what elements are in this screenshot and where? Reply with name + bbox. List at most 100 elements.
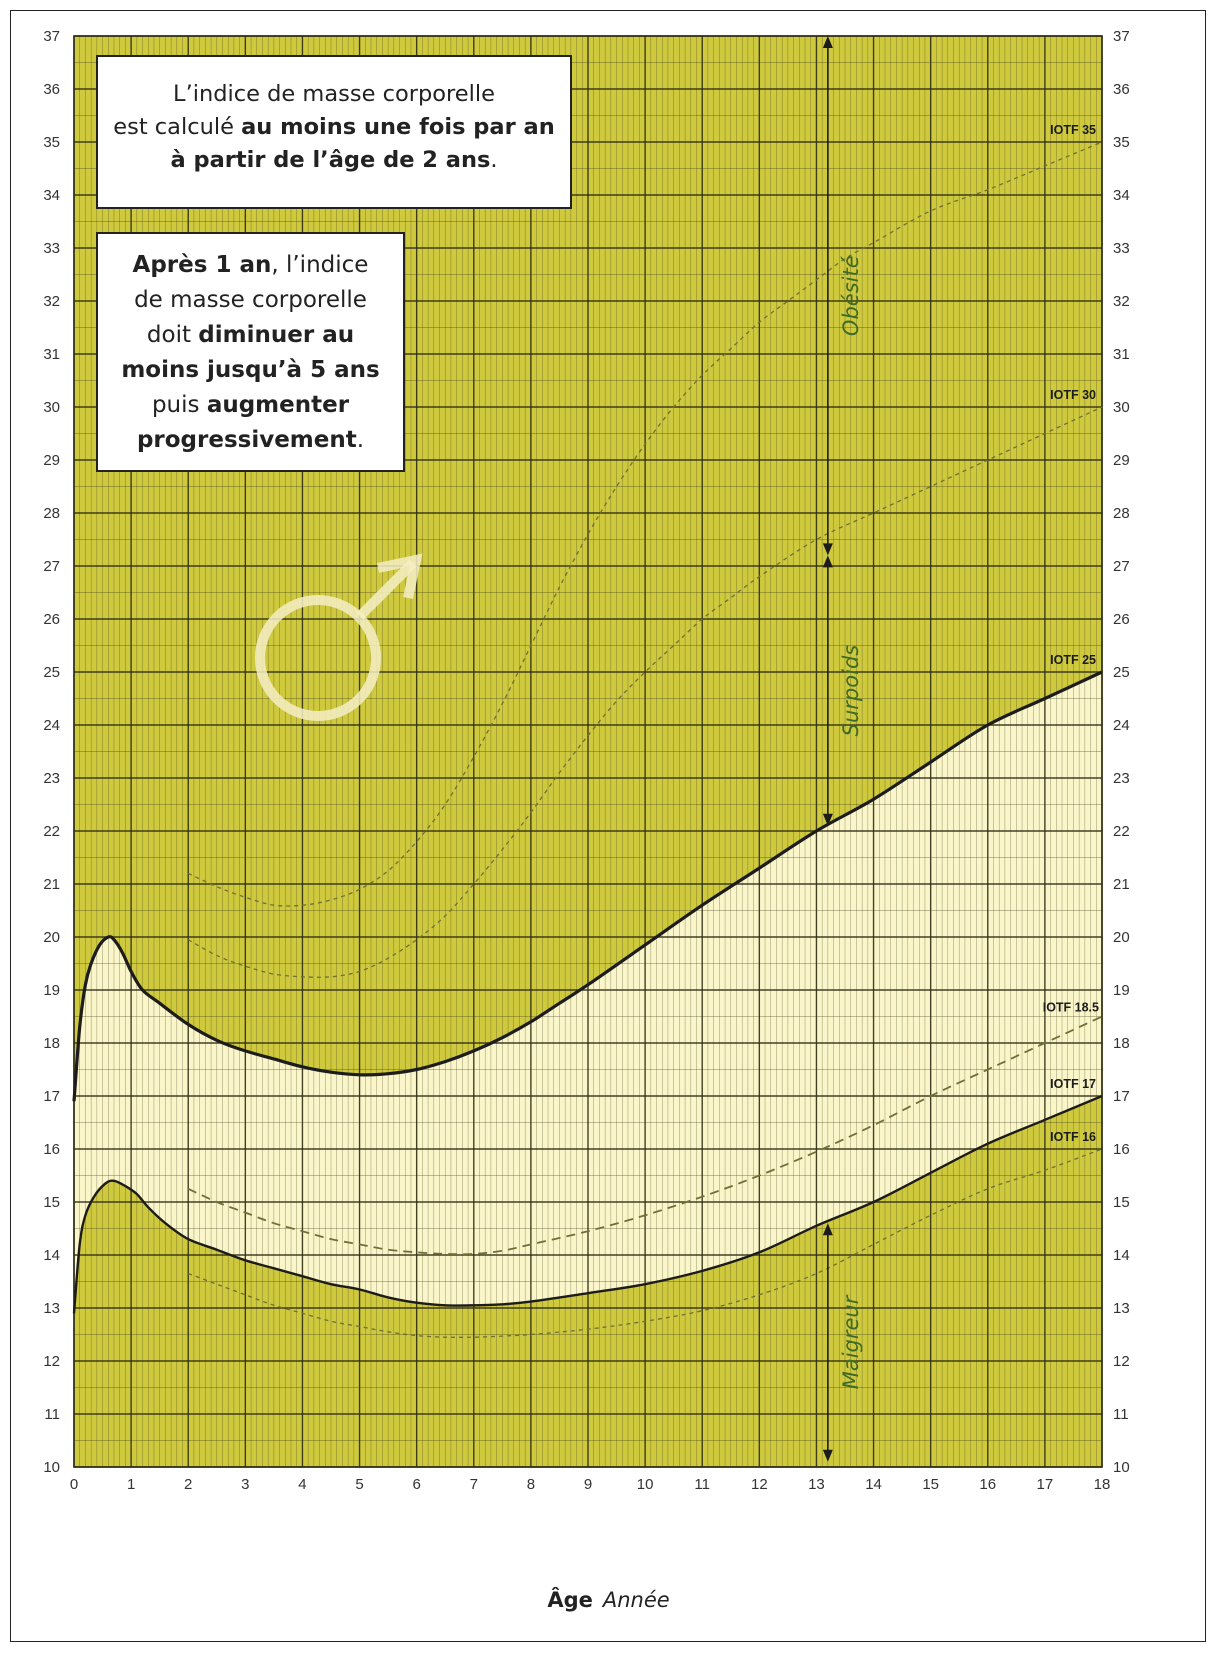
iotf-label: IOTF 30: [1050, 388, 1096, 402]
y-tick-label-left: 23: [43, 770, 60, 787]
note-frequency-line: est calculé au moins une fois par an: [113, 114, 555, 140]
x-tick-label: 11: [694, 1476, 710, 1493]
y-tick-label-left: 20: [43, 929, 60, 946]
y-tick-label-right: 30: [1113, 399, 1130, 416]
page-frame: [10, 10, 1206, 1642]
x-tick-label: 10: [637, 1476, 654, 1493]
y-tick-label-left: 24: [43, 717, 60, 734]
annotation-arrowhead-up: [822, 555, 833, 568]
x-tick-label: 1: [127, 1476, 135, 1493]
y-tick-label-right: 26: [1113, 611, 1130, 628]
dashed-curve: [187, 406, 1103, 978]
x-tick-label: 16: [979, 1476, 996, 1493]
y-tick-label-left: 28: [43, 505, 60, 522]
y-tick-label-right: 12: [1113, 1353, 1130, 1370]
x-tick-label: 5: [355, 1476, 363, 1493]
y-tick-label-left: 37: [43, 28, 60, 45]
iotf-label: IOTF 25: [1050, 653, 1096, 667]
y-tick-label-right: 18: [1113, 1035, 1130, 1052]
dashed-curve: [187, 1148, 1103, 1338]
y-tick-label-left: 15: [43, 1194, 60, 1211]
male-symbol-shaft: [356, 559, 417, 620]
iotf-solid-curves: IOTF 35 IOTF 30 IOTF 18.5 IOTF 16 IOTF 25 IOT…: [72, 123, 1103, 1314]
y-tick-label-right: 11: [1113, 1406, 1129, 1423]
annotation-label: Maigreur: [839, 1294, 863, 1389]
y-tick-label-right: 33: [1113, 240, 1130, 257]
y-tick-label-right: 37: [1113, 28, 1130, 45]
y-tick-label-right: 14: [1113, 1247, 1130, 1264]
y-tick-label-right: 25: [1113, 664, 1130, 681]
iotf-label: IOTF 18.5: [1043, 1001, 1099, 1015]
plot-border: [73, 35, 1103, 1468]
y-tick-label-right: 31: [1113, 346, 1130, 363]
x-tick-label: 13: [808, 1476, 825, 1493]
x-axis-word: Âge: [547, 1588, 593, 1612]
y-tick-label-right: 24: [1113, 717, 1130, 734]
x-tick-label: 15: [922, 1476, 939, 1493]
annotation-arrowhead-down: [822, 813, 833, 826]
note-trend-line: progressivement.: [136, 427, 365, 453]
x-tick-label: 8: [527, 1476, 535, 1493]
y-tick-label-left: 14: [43, 1247, 60, 1264]
x-axis-unit: Année: [602, 1588, 670, 1612]
x-tick-label: 6: [412, 1476, 420, 1493]
y-tick-label-right: 27: [1113, 558, 1130, 575]
y-tick-label-left: 11: [44, 1406, 60, 1423]
y-tick-label-left: 36: [43, 81, 60, 98]
y-tick-label-left: 21: [43, 876, 60, 893]
x-tick-label: 4: [298, 1476, 306, 1493]
note-trend-line: puis augmenter: [151, 392, 350, 418]
annotation-label: Surpoids: [839, 645, 863, 737]
y-tick-label-left: 32: [43, 293, 60, 310]
dashed-curve: [187, 1015, 1103, 1256]
note-trend-line: Après 1 an, l’indice: [132, 252, 369, 278]
y-tick-label-left: 22: [43, 823, 60, 840]
y-tick-label-right: 22: [1113, 823, 1130, 840]
y-tick-label-left: 26: [43, 611, 60, 628]
iotf-label: IOTF 35: [1050, 123, 1096, 137]
y-tick-label-left: 12: [43, 1353, 60, 1370]
x-tick-label: 17: [1037, 1476, 1054, 1493]
annotation-arrowhead-down: [822, 543, 833, 556]
y-tick-label-right: 20: [1113, 929, 1130, 946]
y-tick-label-left: 29: [43, 452, 60, 469]
x-tick-label: 14: [865, 1476, 882, 1493]
note-trend-line: moins jusqu’à 5 ans: [121, 357, 380, 383]
y-tick-label-right: 28: [1113, 505, 1130, 522]
y-tick-label-left: 34: [43, 187, 60, 204]
male-symbol-ring: [255, 595, 381, 721]
note-frequency: L’indice de masse corporelle est calculé …: [96, 55, 572, 209]
annotation-arrowhead-up: [822, 1223, 833, 1236]
x-tick-label: 0: [70, 1476, 78, 1493]
iotf-25-curve: [72, 670, 1103, 1102]
y-tick-label-right: 16: [1113, 1141, 1130, 1158]
y-tick-label-right: 29: [1113, 452, 1130, 469]
y-tick-label-right: 10: [1113, 1459, 1130, 1476]
y-tick-label-right: 32: [1113, 293, 1130, 310]
male-symbol-icon: [255, 553, 423, 721]
annotation-arrowhead-up: [822, 36, 833, 48]
y-tick-label-left: 35: [43, 134, 60, 151]
x-tick-label: 18: [1094, 1476, 1111, 1493]
male-symbol-arrowhead: [376, 553, 423, 600]
note-trend: Après 1 an, l’indice de masse corporelle d…: [96, 232, 405, 472]
y-tick-label-left: 17: [43, 1088, 60, 1105]
note-frequency-line: à partir de l’âge de 2 ans.: [170, 147, 498, 173]
y-tick-label-right: 34: [1113, 187, 1130, 204]
x-tick-label: 2: [184, 1476, 192, 1493]
note-frequency-line: L’indice de masse corporelle: [173, 81, 495, 107]
iotf-label: IOTF 16: [1050, 1130, 1096, 1144]
y-tick-label-right: 13: [1113, 1300, 1130, 1317]
y-tick-label-right: 17: [1113, 1088, 1130, 1105]
x-tick-label: 9: [584, 1476, 592, 1493]
y-tick-label-right: 15: [1113, 1194, 1130, 1211]
annotation-label: Obésité: [839, 255, 863, 336]
x-tick-label: 3: [241, 1476, 249, 1493]
y-tick-label-left: 10: [43, 1459, 60, 1476]
iotf-label: IOTF 17: [1050, 1077, 1096, 1091]
x-tick-label: 12: [751, 1476, 768, 1493]
y-tick-label-left: 31: [43, 346, 60, 363]
iotf-dashed-curves: [187, 141, 1103, 1338]
